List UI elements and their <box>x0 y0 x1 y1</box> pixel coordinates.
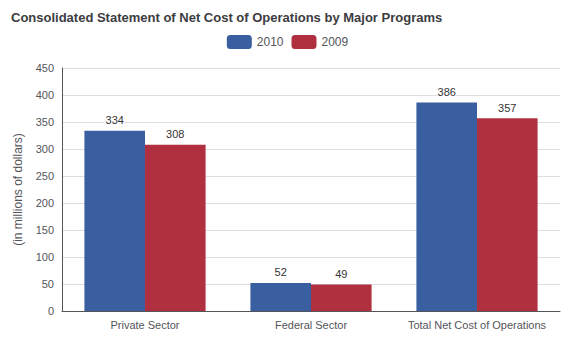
svg-text:400: 400 <box>36 89 54 101</box>
svg-text:Federal Sector: Federal Sector <box>275 319 347 331</box>
svg-text:(in millions of dollars): (in millions of dollars) <box>11 133 25 246</box>
svg-text:2009: 2009 <box>322 35 349 49</box>
svg-text:150: 150 <box>36 224 54 236</box>
svg-text:350: 350 <box>36 116 54 128</box>
svg-text:250: 250 <box>36 170 54 182</box>
svg-text:334: 334 <box>106 114 124 126</box>
svg-text:52: 52 <box>275 266 287 278</box>
svg-text:100: 100 <box>36 251 54 263</box>
svg-text:300: 300 <box>36 143 54 155</box>
svg-text:49: 49 <box>335 268 347 280</box>
svg-text:450: 450 <box>36 62 54 74</box>
svg-text:Private Sector: Private Sector <box>110 319 179 331</box>
svg-text:386: 386 <box>438 86 456 98</box>
svg-text:308: 308 <box>166 128 184 140</box>
svg-text:357: 357 <box>498 102 516 114</box>
svg-text:200: 200 <box>36 197 54 209</box>
svg-text:Consolidated Statement of Net: Consolidated Statement of Net Cost of Op… <box>11 10 442 25</box>
svg-text:0: 0 <box>48 305 54 317</box>
svg-text:2010: 2010 <box>257 35 284 49</box>
svg-text:50: 50 <box>42 278 54 290</box>
svg-text:Total Net Cost of Operations: Total Net Cost of Operations <box>408 319 547 331</box>
